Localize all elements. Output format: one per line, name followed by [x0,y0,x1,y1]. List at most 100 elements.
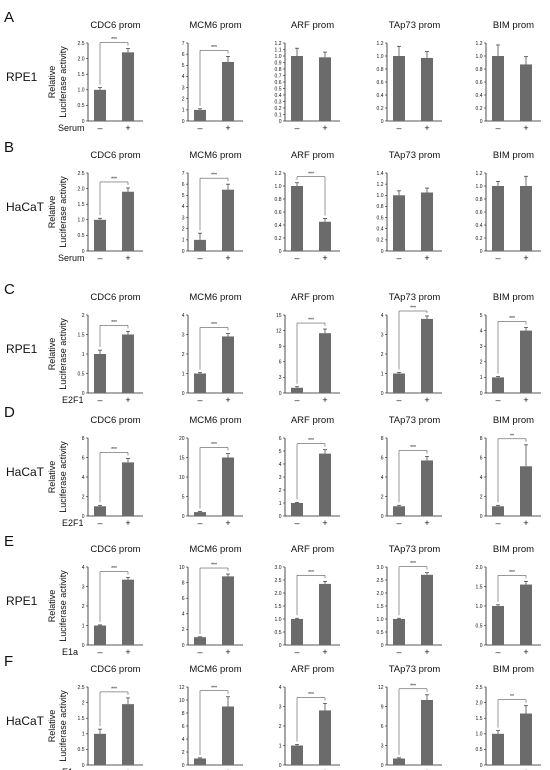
y-tick-label: 0.4 [476,223,483,229]
y-tick-label: 0 [82,249,85,255]
chart-title: CDC6 prom [90,150,140,161]
y-tick-label: 0.5 [476,623,483,629]
chart-title: MCM6 prom [189,150,241,161]
panel-letter: F [4,653,13,670]
y-tick-label: 0.6 [275,80,282,86]
bar [291,186,303,251]
bar [319,333,331,393]
y-tick-label: 3 [381,743,384,749]
significance-label: *** [211,685,217,691]
y-tick-label: 1.5 [78,202,85,208]
y-tick-label: 7 [182,171,185,177]
bar [421,574,433,645]
chart-title: TAp73 prom [389,150,441,161]
y-tick-label: 1 [182,371,185,377]
x-tick-label: + [322,395,327,405]
chart-title: ARF prom [291,544,334,555]
y-tick-label: 4 [279,685,282,691]
y-tick-label: 0 [381,391,384,397]
y-tick-label: 1.0 [275,184,282,190]
bar [520,64,532,121]
y-tick-label: 1.5 [476,584,483,590]
bar [492,377,504,393]
x-tick-label: + [225,647,230,657]
y-tick-label: 0 [381,763,384,769]
y-tick-label: 3.0 [377,565,384,571]
bar [291,387,303,393]
y-tick-label: 0.2 [476,236,483,242]
y-tick-label: 12 [179,685,185,691]
chart-title: CDC6 prom [90,292,140,303]
chart-title: CDC6 prom [90,20,140,31]
y-tick-label: 0.5 [78,103,85,109]
x-tick-label: – [294,647,299,657]
bar [319,453,331,516]
y-tick-label: 15 [276,313,282,319]
y-tick-label: 0 [279,249,282,255]
y-tick-label: 1.0 [476,54,483,60]
y-tick-label: 0.6 [275,210,282,216]
x-tick-label: + [125,253,130,263]
x-tick-label: + [424,518,429,528]
y-tick-label: 0.5 [377,630,384,636]
row-label: RPE1 [6,342,38,356]
y-tick-label: 1.0 [377,54,384,60]
bar [291,56,303,121]
y-tick-label: 0 [480,119,483,125]
chart-title: BIM prom [493,544,534,555]
chart-title: MCM6 prom [189,664,241,675]
y-tick-label: 1.4 [377,171,384,177]
bar [194,373,206,393]
y-tick-label: 1 [82,732,85,738]
y-tick-label: 1.5 [78,716,85,722]
y-tick-label: 0.8 [377,204,384,210]
bar [94,506,106,516]
y-tick-label: 1.1 [275,47,282,53]
y-tick-label: 1.5 [78,332,85,338]
x-tick-label: + [225,518,230,528]
significance-label: *** [111,447,117,453]
x-tick-label: + [424,395,429,405]
bar [421,192,433,251]
y-tick-label: 2.5 [78,171,85,177]
bar [194,758,206,765]
y-tick-label: 8 [182,711,185,717]
significance-label: *** [410,561,416,567]
y-tick-label: 0.4 [275,223,282,229]
bar [94,89,106,121]
y-tick-label: 5 [182,494,185,500]
treatment-label: E2F1 [62,518,84,528]
x-tick-label: + [424,123,429,133]
x-tick-label: + [523,123,528,133]
y-axis-label-line1: Relative [47,66,57,99]
x-tick-label: – [197,253,202,263]
bar [319,710,331,765]
x-tick-label: – [197,395,202,405]
significance-label: *** [211,45,217,51]
y-tick-label: 2 [381,494,384,500]
x-tick-label: – [97,518,102,528]
bar [94,219,106,251]
y-tick-label: 0.2 [476,106,483,112]
x-tick-label: + [523,767,528,770]
y-tick-label: 0.2 [275,106,282,112]
y-tick-label: 2 [480,494,483,500]
y-tick-label: 0 [82,514,85,520]
y-tick-label: 0 [182,249,185,255]
bar [94,625,106,645]
y-tick-label: 0 [82,391,85,397]
y-axis-label-line1: Relative [47,590,57,623]
y-tick-label: 4 [182,737,185,743]
row-label: HaCaT [6,714,45,728]
y-tick-label: 1 [279,743,282,749]
y-tick-label: 6 [381,724,384,730]
y-tick-label: 6 [182,52,185,58]
treatment-label: Serum [58,123,85,133]
bar [393,195,405,251]
x-tick-label: – [396,253,401,263]
y-tick-label: 1 [279,501,282,507]
y-tick-label: 2.0 [476,565,483,571]
x-tick-label: – [197,767,202,770]
y-tick-label: 0.4 [377,93,384,99]
